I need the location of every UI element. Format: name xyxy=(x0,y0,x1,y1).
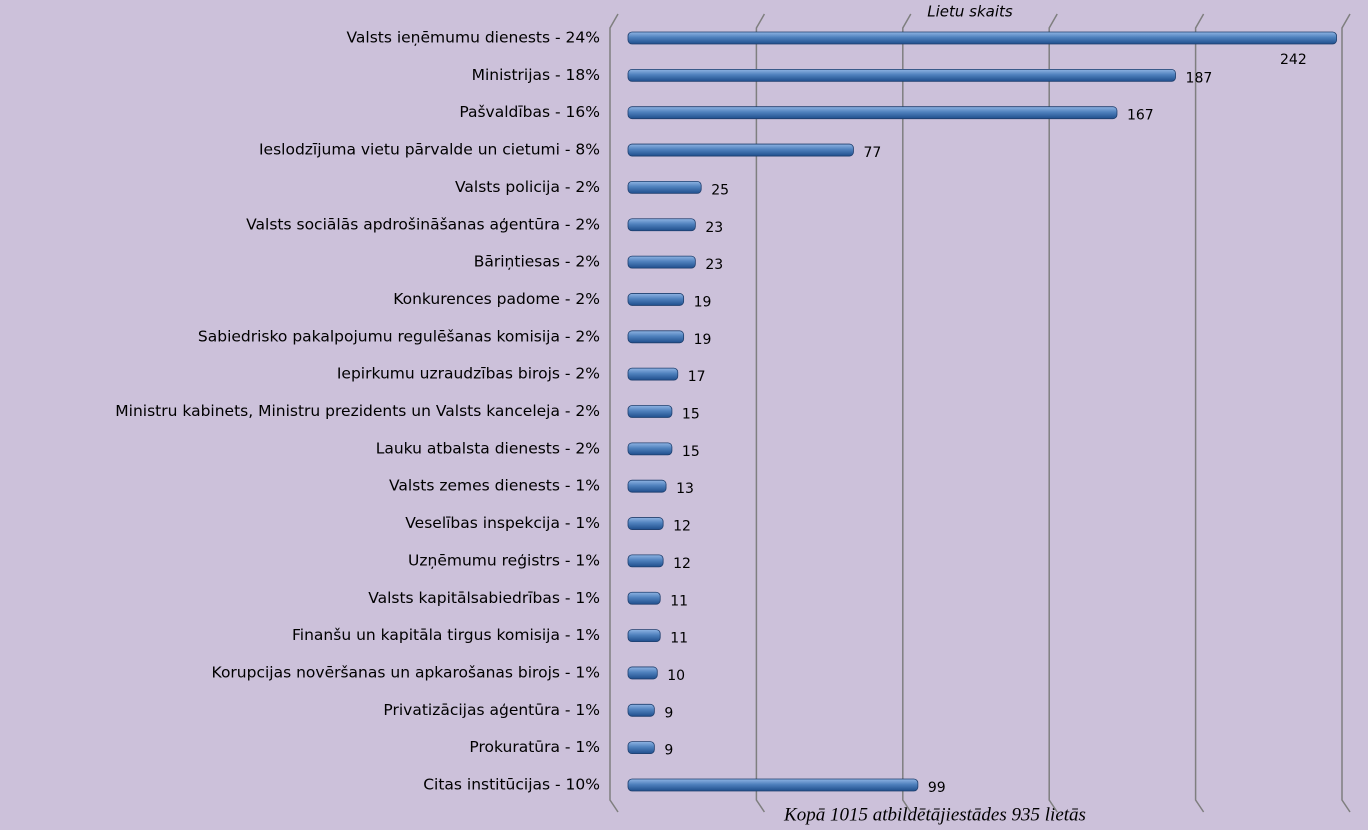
bar xyxy=(627,778,919,792)
bar xyxy=(627,741,655,755)
grid-line xyxy=(1194,13,1205,813)
category-label: Uzņēmumu reģistrs - 1% xyxy=(408,551,600,569)
category-label: Privatizācijas aģentūra - 1% xyxy=(383,701,600,719)
bar xyxy=(627,517,664,530)
value-label: 19 xyxy=(694,332,712,348)
category-label: Sabiedrisko pakalpojumu regulēšanas komi… xyxy=(198,327,600,345)
grid-line xyxy=(755,13,766,813)
category-label: Valsts zemes dienests - 1% xyxy=(389,477,600,495)
value-label: 10 xyxy=(667,668,685,684)
value-label: 12 xyxy=(673,556,691,572)
category-label: Konkurences padome - 2% xyxy=(393,290,600,308)
bar xyxy=(627,405,673,418)
value-label: 13 xyxy=(676,481,694,497)
category-label: Valsts policija - 2% xyxy=(455,178,600,196)
value-label: 15 xyxy=(682,444,700,460)
bar xyxy=(627,330,685,344)
category-label: Valsts kapitālsabiedrības - 1% xyxy=(368,589,600,607)
value-label: 23 xyxy=(705,220,723,236)
bar xyxy=(627,629,661,642)
bar xyxy=(627,106,1118,120)
grid-line xyxy=(609,13,619,813)
category-label: Valsts sociālās apdrošināšanas aģentūra … xyxy=(246,215,600,233)
value-label: 9 xyxy=(664,705,673,721)
value-label: 12 xyxy=(673,519,691,535)
bar xyxy=(627,442,673,456)
value-label: 17 xyxy=(688,369,706,385)
category-label: Iepirkumu uzraudzības birojs - 2% xyxy=(337,365,600,383)
category-label: Finanšu un kapitāla tirgus komisija - 1% xyxy=(292,626,600,644)
bar xyxy=(627,479,667,493)
grid-line xyxy=(902,13,912,813)
value-label: 167 xyxy=(1127,108,1154,124)
value-label: 99 xyxy=(928,780,946,796)
footnote: Kopā 1015 atbildētājiestādes 935 lietās xyxy=(783,804,1086,825)
bar xyxy=(627,367,679,381)
bar xyxy=(627,591,661,605)
category-label: Valsts ieņēmumu dienests - 24% xyxy=(346,29,600,47)
value-label: 25 xyxy=(711,182,729,198)
value-label: 9 xyxy=(664,743,673,759)
value-label: 77 xyxy=(863,145,881,161)
bar xyxy=(627,666,658,680)
category-label: Citas institūcijas - 10% xyxy=(423,776,600,794)
category-label: Prokuratūra - 1% xyxy=(469,738,600,756)
value-label: 15 xyxy=(682,407,700,423)
bar xyxy=(627,293,685,306)
category-label: Pašvaldības - 16% xyxy=(459,103,600,121)
category-label: Ministrijas - 18% xyxy=(472,66,600,84)
bar xyxy=(627,143,854,157)
bar xyxy=(627,255,696,269)
grid-line xyxy=(1048,13,1058,813)
category-label: Bāriņtiesas - 2% xyxy=(474,253,600,271)
value-label: 19 xyxy=(694,294,712,310)
bar xyxy=(627,703,655,717)
bar xyxy=(627,68,1176,82)
value-label: 242 xyxy=(1280,52,1307,68)
grid-line xyxy=(1341,13,1351,813)
category-label: Ministru kabinets, Ministru prezidents u… xyxy=(115,402,600,420)
value-label: 11 xyxy=(670,593,688,609)
bar xyxy=(627,554,664,568)
category-label: Ieslodzījuma vietu pārvalde un cietumi -… xyxy=(259,141,600,159)
value-label: 23 xyxy=(705,257,723,273)
category-label: Korupcijas novēršanas un apkarošanas bir… xyxy=(212,663,600,681)
value-label: 187 xyxy=(1186,70,1213,86)
bar xyxy=(627,218,696,232)
value-label: 11 xyxy=(670,631,688,647)
category-label: Veselības inspekcija - 1% xyxy=(405,514,600,532)
axis-title: Lietu skaits xyxy=(927,3,1013,21)
bar xyxy=(627,31,1337,45)
category-label: Lauku atbalsta dienests - 2% xyxy=(376,439,600,457)
bar xyxy=(627,180,702,194)
